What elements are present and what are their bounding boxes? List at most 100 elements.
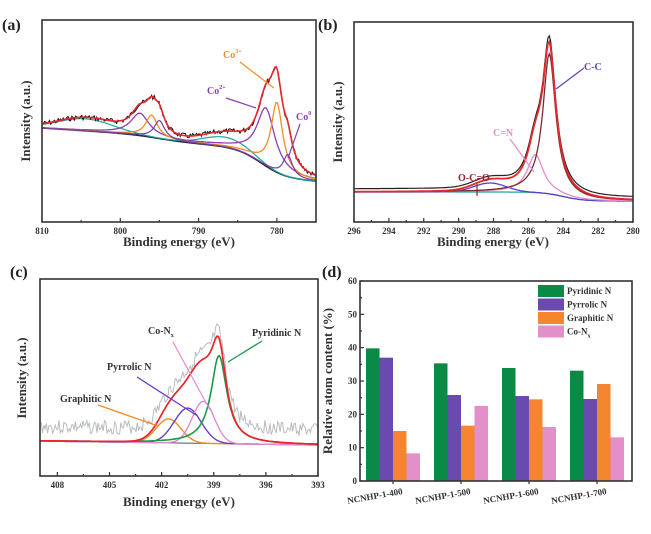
bar-ncnhp-1-600-pyridinic-n (502, 368, 516, 481)
x-tick-label: NCNHP-1-700 (550, 486, 607, 506)
annotation-graphitic-n: Graphitic N (60, 394, 112, 405)
bar-ncnhp-1-700-graphitic-n (597, 384, 611, 481)
annotation-cc: C-C (584, 62, 602, 73)
x-tick-label: 800 (114, 226, 128, 236)
bar-ncnhp-1-400-pyridinic-n (366, 348, 380, 481)
x-tick-label: 286 (522, 226, 536, 236)
bar-ncnhp-1-400-pyrrolic-n (379, 357, 393, 481)
fit-envelope-curve (41, 65, 317, 177)
annotation-cn: C=N (493, 128, 514, 139)
panel-b-label: (b) (318, 17, 338, 34)
legend-label: Pyridinic N (567, 286, 612, 296)
annotation-co-nx-leader (172, 341, 211, 411)
x-tick-label: NCNHP-1-400 (346, 486, 403, 506)
bar-ncnhp-1-500-pyrrolic-n (447, 395, 461, 481)
annotation-co3-leader (239, 61, 275, 89)
bar-ncnhp-1-500-graphitic-n (461, 425, 475, 481)
annotation-co2: Co2+ (207, 85, 226, 97)
annotation-pyridinic-n-leader (227, 340, 263, 363)
bar-ncnhp-1-400-co-n (406, 453, 420, 481)
fit-envelope-curve (354, 39, 633, 201)
annotation-cc-leader (555, 67, 585, 90)
x-tick-label: 396 (259, 480, 273, 490)
panel-d-label: (d) (322, 264, 342, 281)
annotation-pyrrolic-n-leader (136, 376, 197, 416)
panel-b-xticks: 296 294 292 290 288 286 284 282 280 (347, 218, 640, 236)
bar-ncnhp-1-600-co-n (542, 427, 556, 481)
y-tick-label: 60 (348, 276, 358, 286)
x-tick-label: 402 (155, 480, 169, 490)
bar-ncnhp-1-700-co-n (610, 437, 624, 481)
satellite-curve (41, 118, 317, 182)
raw-data-curve (41, 65, 317, 178)
fit-envelope-curve (39, 335, 319, 446)
y-tick-label: 20 (348, 409, 358, 419)
annotation-co3: Co3+ (223, 49, 242, 61)
x-tick-label: 399 (207, 480, 221, 490)
panel-c: (c) 408 405 402 399 396 393 Binding energy (e… (10, 264, 325, 509)
annotation-graphitic-n-leader (97, 404, 159, 427)
bar-ncnhp-1-500-pyridinic-n (434, 363, 448, 481)
legend-swatch (538, 325, 564, 338)
panel-a-xlabel: Binding energy (eV) (123, 234, 235, 249)
panel-b-annotations: C-C C=N O-C=O (458, 62, 602, 196)
bar-ncnhp-1-600-pyrrolic-n (515, 396, 529, 481)
x-tick-label: 810 (35, 226, 49, 236)
bar-ncnhp-1-500-co-n (474, 406, 488, 481)
panel-b-curves (354, 34, 634, 202)
annotation-cn-leader (509, 138, 535, 173)
bar-ncnhp-1-400-graphitic-n (393, 431, 407, 481)
co2-peak-curve (41, 106, 317, 180)
annotation-co0: Co0 (296, 111, 311, 123)
annotation-co0-leader (287, 123, 301, 159)
y-tick-label: 10 (348, 443, 358, 453)
y-tick-label: 50 (348, 309, 358, 319)
bar-ncnhp-1-600-graphitic-n (529, 399, 543, 481)
panel-d-legend: Pyridinic N Pyrrolic N Graphitic N Co-Nx (538, 285, 614, 340)
legend-swatch (538, 298, 564, 311)
x-tick-label: 790 (192, 226, 206, 236)
legend-label: Graphitic N (567, 313, 614, 323)
annotation-co-nx: Co-Nx (148, 326, 174, 339)
panel-d-yticks: 0 10 20 30 40 50 60 (348, 276, 364, 486)
x-tick-label: 294 (382, 226, 396, 236)
panel-c-ylabel: Intensity (a.u.) (14, 337, 29, 418)
panel-c-annotations: Pyridinic N Co-Nx Pyrrolic N Graphitic N (60, 326, 302, 427)
x-tick-label: NCNHP-1-500 (414, 486, 471, 506)
panel-c-xticks: 408 405 402 399 396 393 (51, 472, 325, 490)
bar-ncnhp-1-700-pyrrolic-n (583, 399, 597, 481)
x-tick-label: 280 (626, 226, 640, 236)
x-tick-label: 780 (270, 226, 284, 236)
panel-b-ylabel: Intensity (a.u.) (330, 81, 345, 162)
panel-b-xlabel: Binding energy (eV) (437, 234, 549, 249)
panel-c-xlabel: Binding energy (eV) (123, 494, 235, 509)
panel-b: (b) 296 294 292 290 288 286 284 282 280 Binding … (318, 17, 640, 249)
co0-peak-curve (41, 119, 317, 181)
annotation-pyridinic-n: Pyridinic N (252, 328, 302, 339)
x-tick-label: 408 (51, 480, 65, 490)
x-tick-label: NCNHP-1-600 (482, 486, 539, 506)
panel-d-bars (366, 348, 624, 481)
legend-swatch (538, 285, 564, 297)
panel-a-frame (41, 19, 317, 223)
legend-label: Co-Nx (567, 327, 591, 340)
x-tick-label: 405 (103, 480, 117, 490)
panel-d-xticks: NCNHP-1-400 NCNHP-1-500 NCNHP-1-600 NCNHP-1… (346, 481, 608, 506)
panel-a-label: (a) (2, 17, 21, 34)
panel-c-label: (c) (10, 264, 28, 281)
panel-a-xticks: 810 800 790 780 (35, 218, 284, 236)
y-tick-label: 40 (348, 343, 358, 353)
panel-a-curves (41, 65, 317, 182)
raw-data-curve (354, 34, 634, 197)
legend-swatch (538, 312, 564, 324)
x-tick-label: 288 (487, 226, 501, 236)
x-tick-label: 292 (417, 226, 431, 236)
legend-label: Pyrrolic N (567, 300, 608, 310)
x-tick-label: 284 (557, 226, 571, 236)
y-tick-label: 30 (348, 376, 358, 386)
annotation-oco: O-C=O (458, 173, 490, 184)
panel-d-ylabel: Relative atom content (%) (320, 308, 335, 454)
panel-c-curves (39, 322, 319, 446)
panel-a: (a) 810 800 790 780 Binding energy (eV) Int… (2, 17, 317, 249)
